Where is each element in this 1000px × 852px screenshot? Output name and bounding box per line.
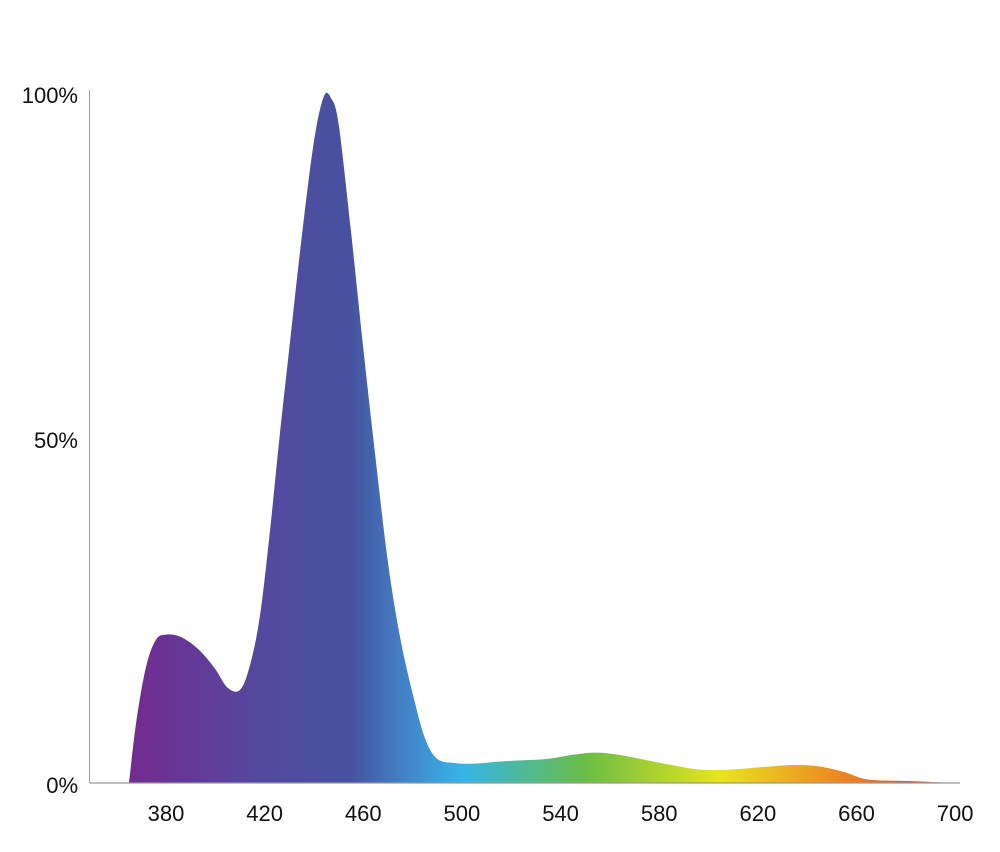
- x-tick-label: 380: [148, 801, 185, 826]
- y-tick-labels: 0% 50% 100%: [22, 83, 78, 798]
- x-tick-labels: 380 420 460 500 540 580 620 660 700: [148, 801, 974, 826]
- y-tick-label: 50%: [34, 428, 78, 453]
- x-tick-label: 460: [345, 801, 382, 826]
- x-tick-label: 420: [246, 801, 283, 826]
- spectrum-area: [129, 92, 958, 784]
- x-tick-label: 700: [937, 801, 974, 826]
- x-tick-label: 620: [739, 801, 776, 826]
- x-tick-label: 500: [444, 801, 481, 826]
- y-tick-label: 0%: [46, 773, 78, 798]
- x-tick-label: 580: [641, 801, 678, 826]
- y-tick-label: 100%: [22, 83, 78, 108]
- x-tick-label: 540: [542, 801, 579, 826]
- x-tick-label: 660: [838, 801, 875, 826]
